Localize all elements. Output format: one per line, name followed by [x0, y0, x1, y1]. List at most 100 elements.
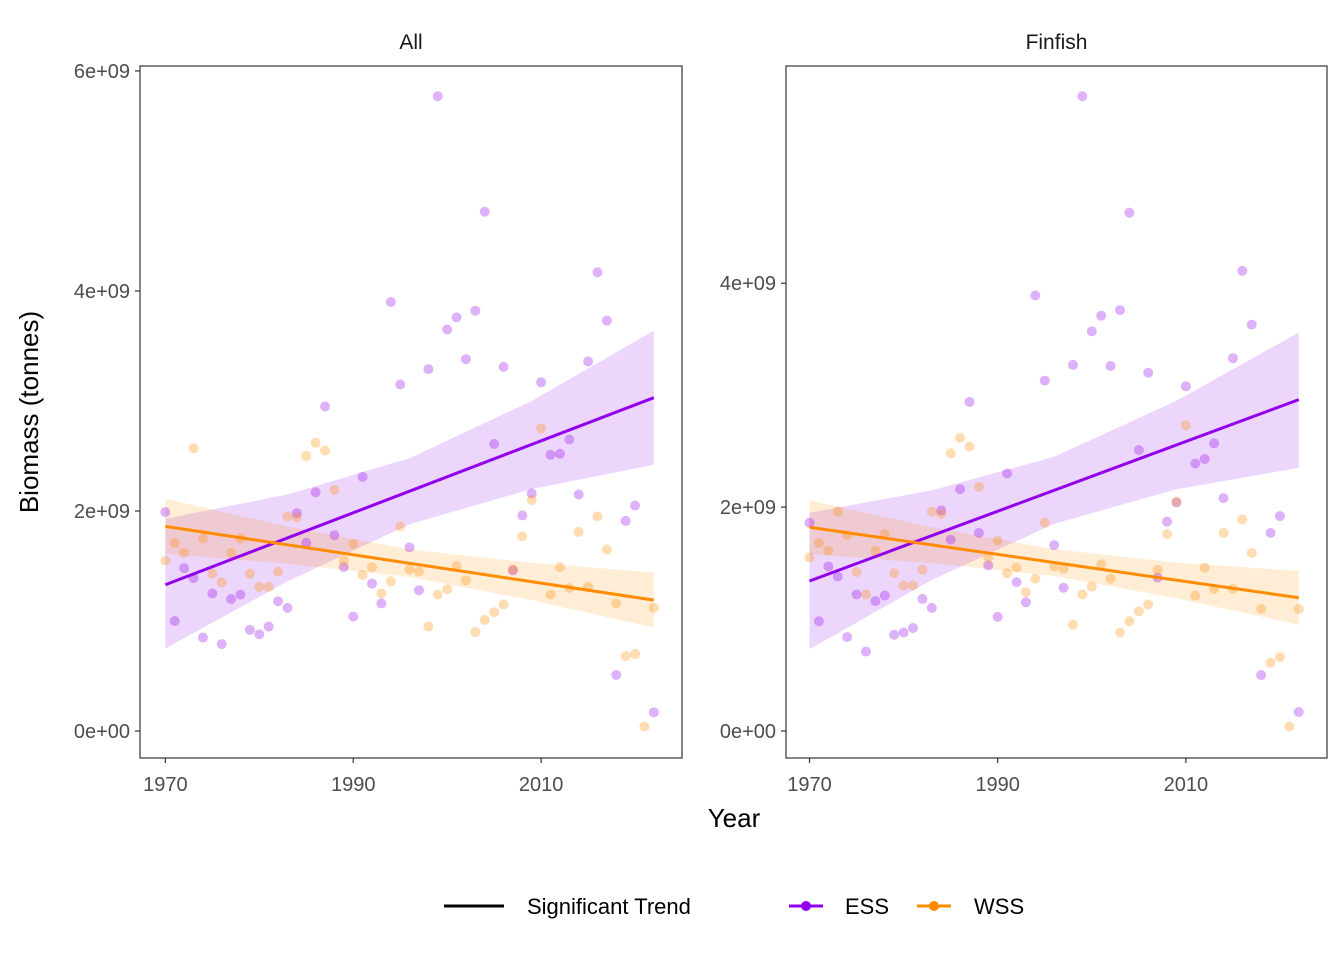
ess-point	[1096, 310, 1107, 321]
ess-point	[338, 562, 349, 573]
ess-trend-line	[164, 396, 655, 587]
ess-point	[1133, 445, 1144, 456]
ess-point	[301, 537, 312, 548]
ess-point	[813, 616, 824, 627]
wss-point	[592, 511, 603, 522]
ess-point	[1058, 582, 1069, 593]
ess-point	[1199, 453, 1210, 464]
wss-point	[197, 533, 208, 544]
wss-point	[263, 581, 274, 592]
wss-point	[926, 506, 937, 517]
wss-point	[442, 584, 453, 595]
wss-point	[813, 537, 824, 548]
panel-title: Finfish	[1026, 31, 1088, 54]
ess-point	[413, 585, 424, 596]
ess-point	[983, 560, 994, 571]
ess-point	[348, 611, 359, 622]
ess-point	[451, 312, 462, 323]
wss-point	[1293, 603, 1304, 614]
wss-point	[620, 651, 631, 662]
ess-point	[526, 488, 537, 499]
wss-point	[216, 577, 227, 588]
wss-point	[1162, 528, 1173, 539]
ess-point	[545, 449, 556, 460]
wss-point	[898, 580, 909, 591]
wss-point	[945, 448, 956, 459]
ess-point	[842, 631, 853, 642]
ess-point	[898, 627, 909, 638]
wss-point	[983, 552, 994, 563]
wss-point	[1199, 562, 1210, 573]
wss-point	[1115, 627, 1126, 638]
wss-point	[1218, 527, 1229, 538]
wss-point	[1030, 573, 1041, 584]
wss-point	[1171, 496, 1182, 507]
wss-point	[1039, 517, 1050, 528]
ess-point	[385, 296, 396, 307]
ess-point	[507, 565, 518, 576]
x-tick-label: 1990	[975, 774, 1020, 796]
wss-point	[226, 547, 237, 558]
wss-point	[889, 568, 900, 579]
ess-point	[823, 561, 834, 572]
panel-title: All	[399, 31, 422, 54]
wss-point	[1124, 616, 1135, 627]
wss-point	[357, 569, 368, 580]
legend-key-wss-point	[929, 901, 939, 911]
ess-point	[917, 593, 928, 604]
wss-point	[348, 539, 359, 550]
ess-point	[1237, 265, 1248, 276]
ess-point	[1002, 468, 1013, 479]
ess-point	[517, 510, 528, 521]
legend-label-wss: WSS	[974, 894, 1024, 919]
ess-point	[611, 669, 622, 680]
panel-border	[139, 65, 683, 759]
wss-trend-line	[809, 525, 1299, 600]
wss-point	[1011, 562, 1022, 573]
wss-point	[964, 441, 975, 452]
panel-all: All 0e+00 2e+09 4e+09 6e+09 1970 1990 2010	[74, 31, 683, 796]
x-tick-label: 2010	[519, 774, 564, 796]
wss-point	[1096, 559, 1107, 570]
ess-point	[263, 621, 274, 632]
ess-point	[320, 401, 331, 412]
wss-point	[291, 512, 302, 523]
wss-point	[188, 443, 199, 454]
legend-key-ess-point	[801, 901, 811, 911]
ess-point	[1030, 290, 1041, 301]
ess-point	[1227, 353, 1238, 364]
y-tick-label: 4e+09	[74, 281, 130, 303]
ess-point	[1105, 361, 1116, 372]
wss-point	[179, 547, 190, 558]
ess-point	[1039, 375, 1050, 386]
wss-point	[320, 445, 331, 456]
ess-point	[945, 534, 956, 545]
y-tick-label: 0e+00	[74, 721, 130, 743]
y-tick-label: 4e+09	[720, 273, 776, 295]
y-tick-label: 2e+09	[720, 497, 776, 519]
panel-finfish: Finfish 0e+00 2e+09 4e+09 1970 1990 2010	[720, 31, 1328, 796]
ess-point	[851, 589, 862, 600]
wss-point	[367, 562, 378, 573]
ess-point	[583, 356, 594, 367]
ess-point	[1020, 597, 1031, 608]
x-axis-title: Year	[708, 803, 761, 833]
ess-point	[460, 354, 471, 365]
wss-point	[804, 552, 815, 563]
y-tick-label: 2e+09	[74, 501, 130, 523]
wss-point	[282, 511, 293, 522]
wss-point	[545, 589, 556, 600]
ess-point	[235, 589, 246, 600]
ess-point	[197, 632, 208, 643]
wss-point	[526, 495, 537, 506]
ess-point	[1067, 359, 1078, 370]
ess-point	[860, 646, 871, 657]
ess-point	[1209, 438, 1220, 449]
wss-point	[1067, 619, 1078, 630]
ess-point	[973, 527, 984, 538]
wss-point	[1284, 721, 1295, 732]
wss-point	[385, 576, 396, 587]
ess-point	[357, 471, 368, 482]
ess-point	[423, 364, 434, 375]
